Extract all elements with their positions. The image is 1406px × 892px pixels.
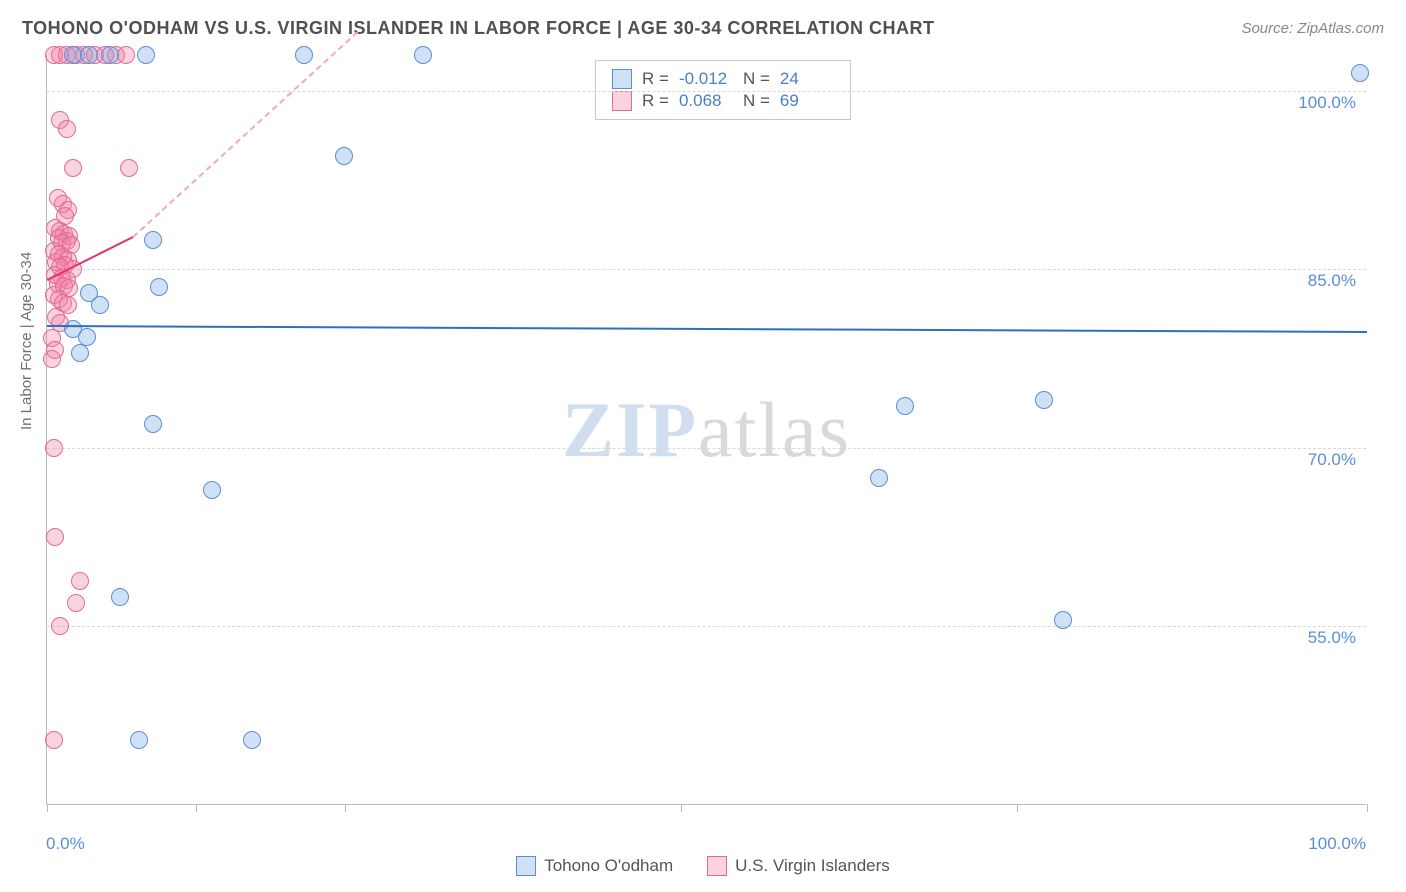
data-point: [91, 296, 109, 314]
chart-title: TOHONO O'ODHAM VS U.S. VIRGIN ISLANDER I…: [22, 18, 935, 39]
x-tick: [196, 804, 197, 812]
data-point: [243, 731, 261, 749]
data-point: [101, 46, 119, 64]
stats-row: R = -0.012 N = 24: [612, 69, 834, 89]
data-point: [137, 46, 155, 64]
data-point: [45, 731, 63, 749]
gridline: [47, 269, 1366, 270]
x-tick: [1367, 804, 1368, 812]
data-point: [1035, 391, 1053, 409]
legend-label: U.S. Virgin Islanders: [735, 856, 890, 876]
data-point: [46, 528, 64, 546]
n-value: 69: [780, 91, 834, 111]
data-point: [130, 731, 148, 749]
data-point: [120, 159, 138, 177]
data-point: [414, 46, 432, 64]
y-tick-label: 55.0%: [1308, 628, 1356, 648]
x-tick: [345, 804, 346, 812]
data-point: [144, 415, 162, 433]
x-tick: [47, 804, 48, 812]
data-point: [51, 617, 69, 635]
scatter-plot-area: ZIPatlas R = -0.012 N = 24 R = 0.068 N = 69 55.…: [46, 55, 1366, 805]
series-swatch: [612, 91, 632, 111]
trend-line: [47, 325, 1367, 333]
series-swatch: [707, 856, 727, 876]
r-value: 0.068: [679, 91, 733, 111]
legend-label: Tohono O'odham: [544, 856, 673, 876]
data-point: [150, 278, 168, 296]
series-swatch: [612, 69, 632, 89]
legend-item: Tohono O'odham: [516, 856, 673, 876]
data-point: [111, 588, 129, 606]
r-value: -0.012: [679, 69, 733, 89]
stats-row: R = 0.068 N = 69: [612, 91, 834, 111]
series-swatch: [516, 856, 536, 876]
gridline: [47, 448, 1366, 449]
x-axis-max-label: 100.0%: [1308, 834, 1366, 854]
data-point: [144, 231, 162, 249]
data-point: [295, 46, 313, 64]
r-label: R =: [642, 69, 669, 89]
data-point: [1351, 64, 1369, 82]
x-tick: [1017, 804, 1018, 812]
data-point: [45, 439, 63, 457]
data-point: [870, 469, 888, 487]
n-label: N =: [743, 69, 770, 89]
data-point: [43, 350, 61, 368]
legend-item: U.S. Virgin Islanders: [707, 856, 890, 876]
data-point: [117, 46, 135, 64]
data-point: [71, 344, 89, 362]
n-value: 24: [780, 69, 834, 89]
y-axis-label: In Labor Force | Age 30-34: [18, 252, 35, 430]
data-point: [335, 147, 353, 165]
gridline: [47, 626, 1366, 627]
series-legend: Tohono O'odham U.S. Virgin Islanders: [0, 856, 1406, 876]
watermark: ZIPatlas: [562, 385, 851, 475]
data-point: [67, 594, 85, 612]
n-label: N =: [743, 91, 770, 111]
y-tick-label: 85.0%: [1308, 271, 1356, 291]
source-attribution: Source: ZipAtlas.com: [1241, 20, 1384, 37]
data-point: [1054, 611, 1072, 629]
data-point: [203, 481, 221, 499]
r-label: R =: [642, 91, 669, 111]
gridline: [47, 91, 1366, 92]
y-tick-label: 70.0%: [1308, 450, 1356, 470]
trend-line-extrapolated: [132, 31, 358, 237]
data-point: [64, 159, 82, 177]
x-axis-min-label: 0.0%: [46, 834, 85, 854]
data-point: [80, 46, 98, 64]
x-tick: [681, 804, 682, 812]
y-tick-label: 100.0%: [1298, 93, 1356, 113]
data-point: [58, 120, 76, 138]
data-point: [71, 572, 89, 590]
data-point: [896, 397, 914, 415]
